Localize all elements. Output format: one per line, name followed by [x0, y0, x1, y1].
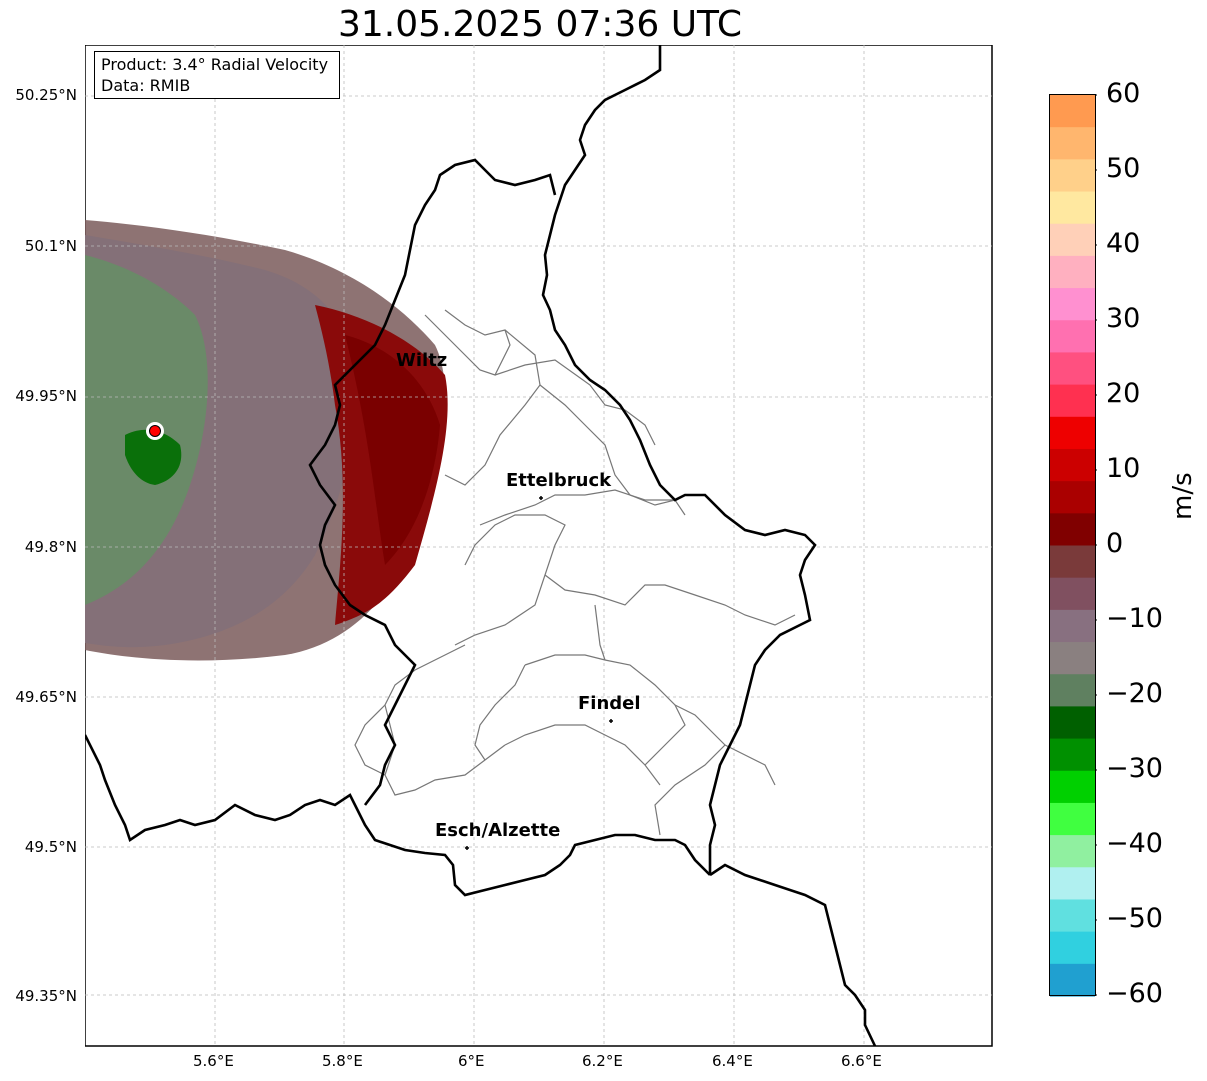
colorbar-tick-label: −60 — [1106, 978, 1163, 1009]
colorbar-band — [1050, 931, 1095, 965]
canton-borders — [354, 309, 796, 836]
colorbar-tick-label: 20 — [1106, 378, 1141, 409]
colorbar-unit-label: m/s — [1168, 472, 1198, 520]
colorbar-band — [1050, 674, 1095, 707]
colorbar-band — [1050, 642, 1095, 675]
lon-tick-label: 6.6°E — [841, 1052, 882, 1070]
city-label-wiltz: Wiltz — [396, 350, 448, 371]
gridlines — [85, 45, 992, 1046]
colorbar-tick-label: 10 — [1106, 453, 1141, 484]
info-data-source: Data: RMIB — [101, 76, 191, 95]
city-label-ettelbruck: Ettelbruck — [506, 470, 612, 491]
colorbar-tick-label: −10 — [1106, 603, 1163, 634]
info-product: Product: 3.4° Radial Velocity — [101, 55, 329, 74]
colorbar-bands — [1050, 95, 1095, 997]
lon-tick-label: 6.2°E — [582, 1052, 623, 1070]
colorbar-band — [1050, 448, 1095, 482]
info-box: Product: 3.4° Radial Velocity Data: RMIB — [94, 51, 340, 99]
colorbar-tick-label: −40 — [1106, 828, 1163, 859]
lat-tick-label: 50.1°N — [24, 237, 77, 255]
colorbar-band — [1050, 223, 1095, 257]
colorbar-tick-label: 0 — [1106, 528, 1124, 559]
lon-tick-label: 5.8°E — [322, 1052, 363, 1070]
national-borders — [85, 45, 877, 1047]
chart-title: 31.05.2025 07:36 UTC — [337, 4, 743, 45]
lon-tick-label: 6°E — [458, 1052, 485, 1070]
colorbar-tick-label: 60 — [1106, 78, 1141, 109]
colorbar-band — [1050, 770, 1095, 804]
colorbar-band — [1050, 802, 1095, 836]
colorbar-band — [1050, 352, 1095, 386]
lon-tick-label: 5.6°E — [193, 1052, 234, 1070]
lat-tick-label: 49.5°N — [24, 838, 77, 856]
colorbar-band — [1050, 191, 1095, 225]
lat-tick-label: 50.25°N — [15, 86, 77, 104]
colorbar-ticks — [1095, 94, 1097, 996]
lat-tick-label: 49.8°N — [24, 538, 77, 556]
colorbar-tick-label: −20 — [1106, 678, 1163, 709]
colorbar-band — [1050, 899, 1095, 933]
colorbar-band — [1050, 867, 1095, 901]
city-label-esch-alzette: Esch/Alzette — [435, 820, 561, 841]
colorbar-tick-label: −50 — [1106, 903, 1163, 934]
colorbar-tick-label: 40 — [1106, 228, 1141, 259]
lat-tick-label: 49.35°N — [15, 987, 77, 1005]
colorbar-band — [1050, 127, 1095, 160]
colorbar-tick-label: −30 — [1106, 753, 1163, 784]
colorbar — [1049, 94, 1097, 997]
lat-tick-label: 49.65°N — [15, 688, 77, 706]
colorbar-band — [1050, 384, 1095, 418]
city-label-findel: Findel — [578, 693, 641, 714]
colorbar-band — [1050, 255, 1095, 289]
colorbar-tick-label: 50 — [1106, 153, 1141, 184]
radar-map — [85, 45, 993, 1047]
radar-echo-field — [85, 220, 448, 661]
colorbar-band — [1050, 159, 1095, 193]
colorbar-band — [1050, 963, 1095, 997]
colorbar-band — [1050, 416, 1095, 450]
colorbar-band — [1050, 706, 1095, 740]
lat-tick-label: 49.95°N — [15, 387, 77, 405]
city-markers — [465, 496, 613, 850]
colorbar-band — [1050, 545, 1095, 579]
radar-site-marker — [149, 425, 161, 437]
colorbar-band — [1050, 738, 1095, 772]
colorbar-band — [1050, 288, 1095, 321]
colorbar-band — [1050, 481, 1095, 514]
colorbar-band — [1050, 320, 1095, 354]
colorbar-band — [1050, 95, 1095, 128]
colorbar-band — [1050, 513, 1095, 547]
colorbar-tick-label: 30 — [1106, 303, 1141, 334]
lon-tick-label: 6.4°E — [712, 1052, 753, 1070]
colorbar-band — [1050, 609, 1095, 643]
colorbar-band — [1050, 835, 1095, 868]
colorbar-band — [1050, 577, 1095, 611]
